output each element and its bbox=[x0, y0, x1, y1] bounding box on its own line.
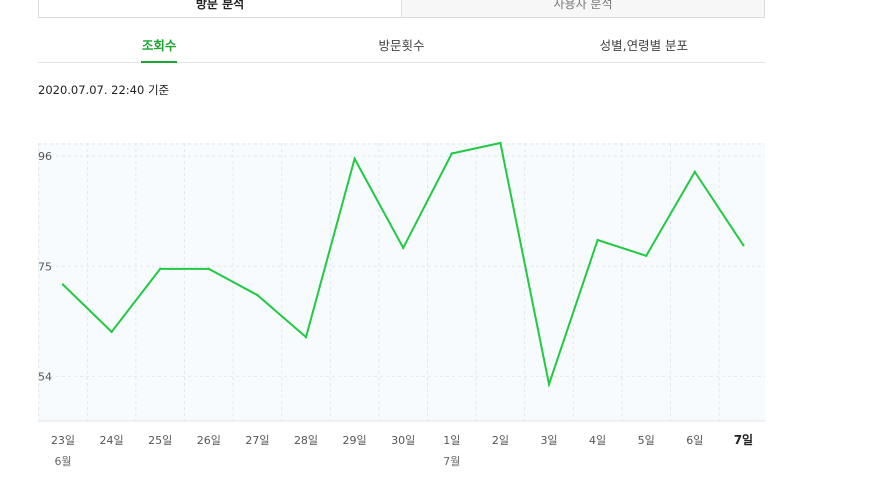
x-tick-label: 24일 bbox=[100, 433, 124, 447]
y-tick-label: 75 bbox=[38, 260, 52, 273]
tab-user-analysis[interactable]: 사용자 분석 bbox=[401, 0, 765, 18]
data-point bbox=[450, 152, 453, 155]
x-tick-label: 25일 bbox=[148, 433, 172, 447]
data-point bbox=[256, 293, 259, 297]
y-tick-label: 96 bbox=[38, 150, 52, 163]
plot-area bbox=[38, 143, 765, 421]
tab-visit-count-label: 방문횟수 bbox=[378, 37, 425, 53]
data-point bbox=[207, 267, 210, 271]
top-tab-bar: 방문 분석 사용자 분석 bbox=[38, 0, 765, 18]
x-tick-label: 23일 bbox=[51, 433, 75, 447]
tab-views[interactable]: 조회수 bbox=[38, 26, 280, 62]
data-point bbox=[402, 246, 405, 250]
y-tick-label: 54 bbox=[38, 370, 52, 383]
x-tick-label: 1일 bbox=[443, 433, 460, 447]
x-tick-label: 26일 bbox=[197, 433, 221, 447]
tab-views-label: 조회수 bbox=[141, 37, 177, 53]
tab-visit-analysis[interactable]: 방문 분석 bbox=[38, 0, 401, 18]
data-point bbox=[645, 254, 648, 257]
tab-user-analysis-label: 사용자 분석 bbox=[553, 0, 613, 11]
tab-visit-analysis-label: 방문 분석 bbox=[195, 0, 245, 11]
data-point bbox=[61, 283, 65, 286]
data-point bbox=[304, 335, 308, 339]
x-tick-label: 3일 bbox=[540, 433, 557, 447]
x-tick-label: 29일 bbox=[343, 433, 367, 447]
month-label: 6월 bbox=[54, 455, 71, 468]
tab-gender-age-label: 성별,연령별 분포 bbox=[599, 37, 689, 53]
tab-visit-count[interactable]: 방문횟수 bbox=[280, 26, 522, 62]
data-point bbox=[353, 157, 356, 160]
x-tick-label: 4일 bbox=[589, 433, 606, 447]
x-tick-label: 7일 bbox=[734, 433, 753, 447]
data-point bbox=[693, 170, 696, 174]
data-point bbox=[547, 383, 551, 386]
tab-gender-age[interactable]: 성별,연령별 분포 bbox=[523, 26, 765, 62]
x-tick-label: 5일 bbox=[638, 433, 655, 447]
data-point bbox=[110, 330, 113, 334]
data-point bbox=[596, 238, 599, 242]
data-point bbox=[499, 141, 502, 145]
x-tick-label: 6일 bbox=[686, 433, 703, 447]
data-point bbox=[159, 267, 162, 271]
month-label: 7월 bbox=[443, 455, 460, 468]
x-tick-label: 2일 bbox=[492, 433, 509, 447]
x-tick-label: 30일 bbox=[391, 433, 415, 447]
x-tick-label: 27일 bbox=[245, 433, 269, 447]
sub-tab-bar: 조회수 방문횟수 성별,연령별 분포 bbox=[38, 26, 765, 63]
timestamp: 2020.07.07. 22:40 기준 bbox=[38, 83, 170, 97]
data-point bbox=[742, 244, 745, 247]
x-tick-label: 28일 bbox=[294, 433, 318, 447]
